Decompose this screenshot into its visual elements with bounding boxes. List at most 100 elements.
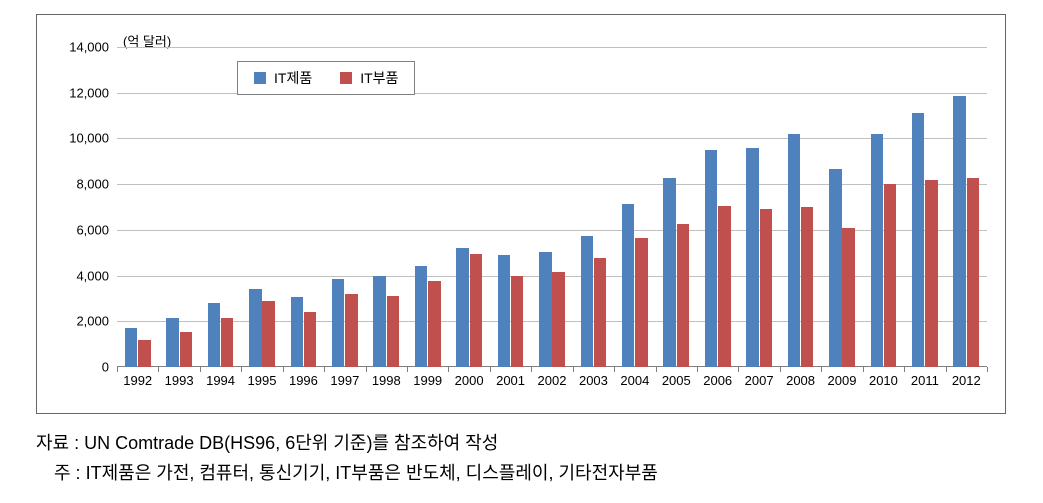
x-tick <box>738 367 739 372</box>
x-tick <box>324 367 325 372</box>
x-tick-label: 1996 <box>289 367 318 388</box>
x-tick <box>531 367 532 372</box>
bar <box>953 96 965 367</box>
x-tick <box>158 367 159 372</box>
x-tick-label: 1993 <box>165 367 194 388</box>
x-tick <box>697 367 698 372</box>
x-tick <box>821 367 822 372</box>
y-tick-label: 12,000 <box>69 85 117 100</box>
bar <box>622 204 634 367</box>
bar <box>552 272 564 367</box>
x-tick-label: 1995 <box>248 367 277 388</box>
x-tick-label: 2009 <box>828 367 857 388</box>
legend-item: IT부품 <box>340 68 398 88</box>
x-tick-label: 2002 <box>538 367 567 388</box>
bar <box>138 340 150 367</box>
footnote-note-text: IT제품은 가전, 컴퓨터, 통신기기, IT부품은 반도체, 디스플레이, 기… <box>86 463 658 483</box>
x-tick-label: 2001 <box>496 367 525 388</box>
x-tick <box>200 367 201 372</box>
footnote-note: 주 : IT제품은 가전, 컴퓨터, 통신기기, IT부품은 반도체, 디스플레… <box>36 458 658 488</box>
x-tick-label: 1999 <box>413 367 442 388</box>
bar <box>539 252 551 367</box>
bar <box>291 297 303 367</box>
footnotes: 자료 : UN Comtrade DB(HS96, 6단위 기준)를 참조하여 … <box>36 428 658 488</box>
x-tick-label: 2005 <box>662 367 691 388</box>
y-tick-label: 10,000 <box>69 131 117 146</box>
bar <box>166 318 178 367</box>
bar <box>842 228 854 367</box>
legend-swatch <box>254 72 266 84</box>
bar <box>456 248 468 367</box>
bar <box>345 294 357 367</box>
legend-item: IT제품 <box>254 68 312 88</box>
bar <box>125 328 137 367</box>
bar <box>746 148 758 367</box>
y-tick-label: 2,000 <box>76 314 117 329</box>
bar <box>428 281 440 367</box>
x-tick-label: 2004 <box>620 367 649 388</box>
x-tick <box>283 367 284 372</box>
x-tick <box>656 367 657 372</box>
legend-label: IT제품 <box>274 68 312 88</box>
bar <box>635 238 647 367</box>
y-tick-label: 0 <box>102 360 117 375</box>
x-tick <box>946 367 947 372</box>
legend-swatch <box>340 72 352 84</box>
bar <box>581 236 593 367</box>
bar <box>760 209 772 367</box>
bar <box>788 134 800 367</box>
footnote-source-label: 자료 : <box>36 433 79 453</box>
y-tick-label: 6,000 <box>76 222 117 237</box>
x-tick-label: 2003 <box>579 367 608 388</box>
x-tick-label: 2011 <box>911 367 939 388</box>
bar <box>208 303 220 367</box>
x-tick-label: 1998 <box>372 367 401 388</box>
bar <box>594 258 606 367</box>
x-tick-label: 2006 <box>703 367 732 388</box>
x-tick <box>904 367 905 372</box>
x-tick-label: 2010 <box>869 367 898 388</box>
x-tick <box>780 367 781 372</box>
x-tick-label: 2012 <box>952 367 981 388</box>
bar <box>829 169 841 367</box>
x-tick-label: 2008 <box>786 367 815 388</box>
bar <box>912 113 924 367</box>
bar <box>180 332 192 367</box>
bar <box>470 254 482 367</box>
chart-frame: (억 달러) 02,0004,0006,0008,00010,00012,000… <box>0 0 1043 503</box>
bar <box>925 180 937 367</box>
x-tick <box>407 367 408 372</box>
bar <box>801 207 813 367</box>
x-tick-label: 1994 <box>206 367 235 388</box>
legend: IT제품 IT부품 <box>237 61 415 95</box>
bar <box>332 279 344 367</box>
x-tick <box>448 367 449 372</box>
x-tick-label: 1992 <box>123 367 152 388</box>
x-tick-label: 1997 <box>330 367 359 388</box>
bars-layer <box>117 47 987 367</box>
bar <box>221 318 233 367</box>
bar <box>262 301 274 367</box>
chart-container: (억 달러) 02,0004,0006,0008,00010,00012,000… <box>36 14 1006 414</box>
bar <box>249 289 261 367</box>
y-tick-label: 14,000 <box>69 40 117 55</box>
bar <box>677 224 689 367</box>
footnote-source: 자료 : UN Comtrade DB(HS96, 6단위 기준)를 참조하여 … <box>36 428 658 458</box>
y-tick-label: 8,000 <box>76 177 117 192</box>
bar <box>967 178 979 367</box>
bar <box>373 276 385 367</box>
bar <box>387 296 399 367</box>
x-tick <box>614 367 615 372</box>
bar <box>498 255 510 367</box>
x-tick <box>987 367 988 372</box>
x-tick <box>490 367 491 372</box>
footnote-source-text: UN Comtrade DB(HS96, 6단위 기준)를 참조하여 작성 <box>84 433 498 453</box>
plot-area: 02,0004,0006,0008,00010,00012,00014,0001… <box>117 47 987 367</box>
bar <box>718 206 730 367</box>
footnote-note-label: 주 : <box>54 463 81 483</box>
bar <box>871 134 883 367</box>
bar <box>415 266 427 367</box>
x-tick <box>573 367 574 372</box>
x-tick <box>241 367 242 372</box>
y-tick-label: 4,000 <box>76 268 117 283</box>
